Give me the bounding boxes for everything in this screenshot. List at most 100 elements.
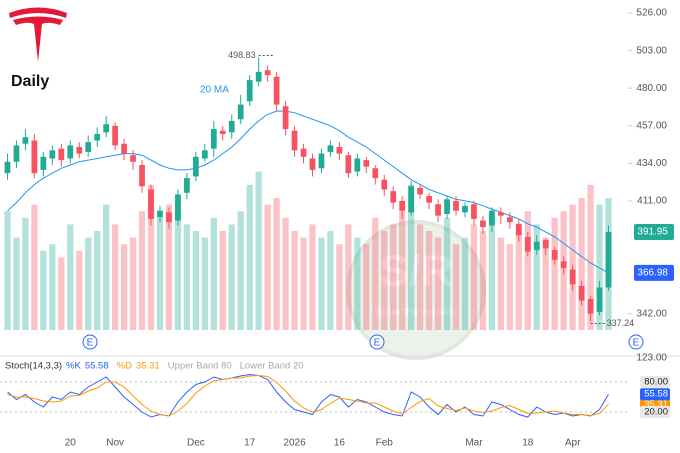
- volume-bar: [336, 244, 343, 330]
- candle-body: [264, 70, 271, 76]
- candle-body: [103, 124, 110, 133]
- volume-bar: [542, 237, 549, 330]
- candle-body: [4, 161, 11, 174]
- candle-body: [85, 142, 92, 152]
- candle-body: [417, 187, 424, 195]
- stoch-legend: Upper Band 80: [168, 361, 232, 372]
- volume-bar: [129, 237, 137, 330]
- candle-body: [408, 186, 415, 213]
- candle-body: [372, 168, 379, 179]
- candle-body: [363, 160, 370, 167]
- volume-bar: [470, 224, 478, 330]
- stoch-box-label: 20.00: [644, 407, 668, 418]
- volume-bar: [58, 257, 65, 330]
- candle-body: [166, 212, 172, 223]
- volume-bar: [22, 217, 29, 330]
- low-label: 337.24: [607, 318, 635, 328]
- watermark-title: S/R: [379, 247, 452, 296]
- volume-bar: [31, 204, 38, 330]
- candle-body: [246, 80, 253, 102]
- volume-bar: [4, 211, 11, 330]
- candle-body: [31, 140, 38, 174]
- candle-body: [112, 125, 119, 146]
- volume-bar: [264, 204, 271, 330]
- x-tick-label: Apr: [565, 438, 581, 449]
- ma-last-label: 366.98: [637, 267, 668, 278]
- volume-bar: [345, 224, 352, 330]
- candle-body: [273, 76, 280, 105]
- y-tick-label: 434.00: [636, 158, 667, 169]
- candle-body: [560, 261, 567, 268]
- volume-bar: [587, 184, 594, 330]
- stoch-box: [640, 406, 670, 418]
- candle-body: [255, 71, 262, 82]
- candle-body: [462, 205, 468, 213]
- event-label[interactable]: E: [374, 338, 381, 349]
- volume-bar: [452, 244, 460, 330]
- volume-bar: [103, 204, 110, 330]
- volume-bar: [255, 171, 262, 330]
- candle-body: [67, 145, 74, 159]
- stoch-legend: Stoch(14,3,3): [5, 361, 62, 372]
- event-marker[interactable]: [369, 334, 385, 350]
- stoch-box-label: 55.58: [644, 389, 668, 400]
- volume-bar: [506, 244, 513, 330]
- volume-bar: [381, 231, 388, 330]
- volume-bar: [156, 217, 164, 330]
- volume-bar: [67, 224, 74, 330]
- candle-body: [345, 155, 352, 174]
- candle-body: [569, 269, 576, 285]
- candle-body: [399, 200, 406, 211]
- volume-bars: [4, 171, 612, 330]
- volume-bar: [94, 231, 101, 330]
- candle-body: [480, 220, 486, 228]
- candle-body: [282, 106, 289, 130]
- candle-body: [49, 150, 56, 159]
- volume-bar: [515, 231, 522, 330]
- y-tick-label: 457.00: [636, 120, 667, 131]
- candle-body: [58, 148, 65, 161]
- volume-bar: [219, 231, 226, 330]
- candle-body: [309, 158, 316, 170]
- volume-bar: [425, 231, 433, 330]
- candle-body: [219, 130, 226, 134]
- candle-body: [471, 204, 477, 219]
- x-tick-label: 18: [522, 438, 534, 449]
- x-tick-label: Dec: [187, 438, 205, 449]
- x-tick-label: 2026: [283, 438, 306, 449]
- volume-bar: [533, 224, 540, 330]
- volume-bar: [363, 244, 370, 330]
- candle-body: [390, 191, 397, 203]
- candle-body: [300, 148, 307, 157]
- volume-bar: [76, 250, 83, 330]
- volume-bar: [273, 198, 280, 330]
- stoch-box: [640, 376, 670, 388]
- candle-body: [524, 236, 531, 252]
- candle-body: [515, 223, 522, 236]
- candle-body: [22, 137, 29, 144]
- event-label[interactable]: E: [87, 338, 94, 349]
- stoch-line: [7, 373, 609, 418]
- candle-body: [130, 155, 136, 162]
- volume-bar: [300, 237, 307, 330]
- candle-body: [489, 210, 495, 226]
- stoch-box-label: 35.31: [644, 399, 668, 410]
- volume-bar: [228, 224, 235, 330]
- volume-bar: [318, 237, 325, 330]
- watermark: S/R SmartReversals: [346, 220, 486, 360]
- event-marker[interactable]: [82, 334, 98, 350]
- event-label[interactable]: E: [633, 338, 640, 349]
- volume-bar: [408, 184, 415, 330]
- volume-bar: [291, 231, 298, 330]
- candle-body: [175, 194, 181, 221]
- x-tick-label: 17: [244, 438, 256, 449]
- close-last-label: 391.95: [637, 227, 668, 238]
- candle-body: [291, 130, 298, 151]
- event-marker[interactable]: [628, 334, 644, 350]
- volume-bar: [497, 237, 505, 330]
- volume-bar: [174, 198, 182, 330]
- candle-body: [354, 158, 361, 172]
- volume-bar: [327, 231, 334, 330]
- candle-body: [542, 240, 549, 249]
